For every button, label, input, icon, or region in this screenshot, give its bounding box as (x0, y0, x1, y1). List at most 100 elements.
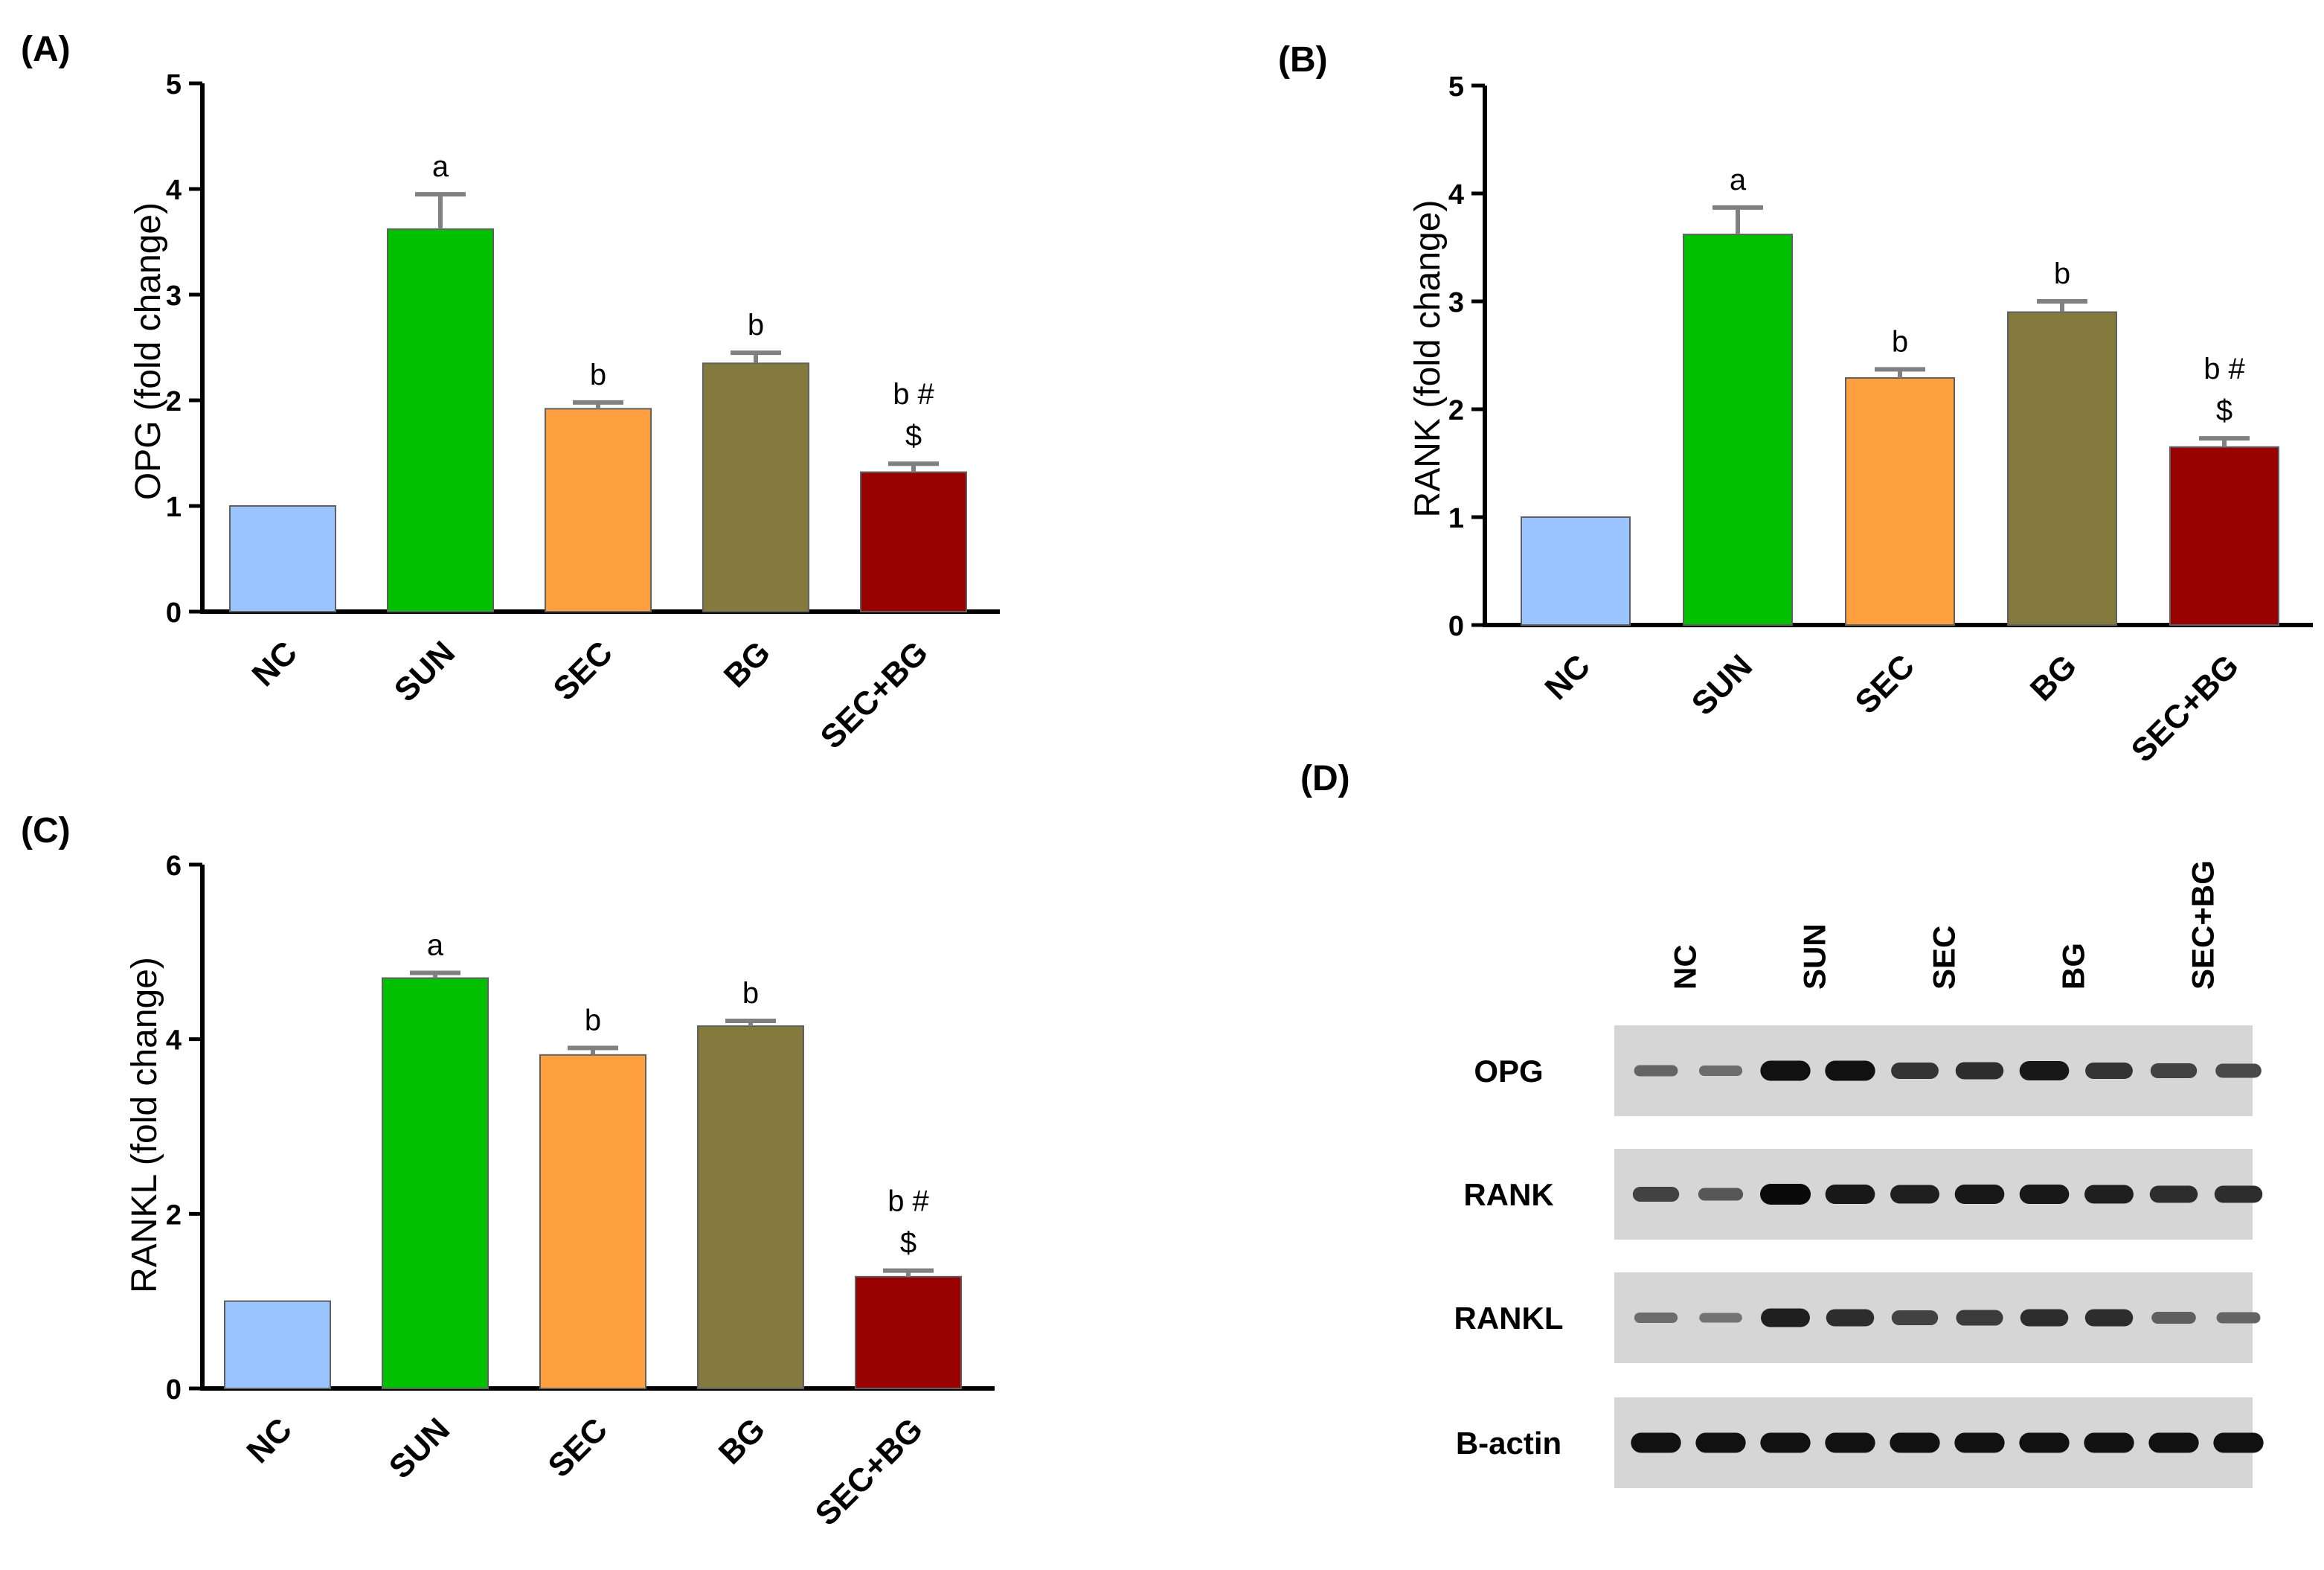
panel-b-category-label: SEC+BG (2125, 647, 2246, 769)
panel-c-annotation: $ (900, 1227, 917, 1260)
blot-row-label: OPG (1474, 1054, 1543, 1089)
blot-row-rankl: RANKL (1454, 1272, 2261, 1363)
blot-band (2150, 1063, 2198, 1078)
panel-c-category-label: SEC (541, 1411, 614, 1484)
blot-band (1825, 1185, 1875, 1204)
panel-b-annotation: b (2054, 257, 2070, 290)
blot-band (1760, 1432, 1811, 1453)
blot-row-label: RANK (1463, 1177, 1553, 1212)
panel-a-y-tick-label: 5 (166, 69, 182, 100)
panel-a-y-tick-label: 2 (166, 386, 182, 417)
blot-band (2148, 1432, 2199, 1453)
panel-c-category-label: SEC+BG (809, 1411, 930, 1532)
blot-band (1695, 1432, 1746, 1453)
panel-b-y-tick-label: 3 (1448, 287, 1464, 318)
blot-band (2214, 1185, 2263, 1203)
panel-a-category-label: SUN (388, 634, 462, 708)
panel-d-label: (D) (1300, 759, 1350, 798)
panel-a-annotation: $ (905, 420, 922, 452)
panel-c-annotation: b (742, 977, 759, 1010)
panel-b-y-tick-label: 4 (1448, 179, 1464, 211)
blot-band (2215, 1063, 2262, 1078)
blot-band (2216, 1312, 2261, 1324)
panel-b-bar-sun (1683, 234, 1793, 627)
blot-band (1825, 1060, 1875, 1081)
panel-c-bar-sun (382, 977, 489, 1389)
blot-band (1634, 1313, 1678, 1323)
panel-a-category-label: NC (245, 634, 304, 693)
blot-band (1954, 1432, 2005, 1453)
panel-b-y-tick-label: 5 (1448, 71, 1464, 103)
blot-band (1956, 1310, 2003, 1326)
panel-c-label: (C) (21, 811, 71, 850)
panel-c: (C) RANKL (fold change) 0 2 4 6 NC a SUN b SEC b B… (21, 811, 995, 1533)
panel-c-category-label: BG (712, 1411, 772, 1471)
blot-band (1634, 1065, 1678, 1077)
panel-a-annotation: b (590, 359, 606, 391)
panel-a-bar-sun (387, 228, 494, 612)
blot-band (1826, 1309, 1875, 1327)
blot-band (1632, 1187, 1680, 1202)
blot-band (1760, 1060, 1811, 1081)
panel-a-annotation: b # (893, 378, 934, 411)
panel-a-category-label: SEC+BG (814, 634, 935, 755)
blot-band (2019, 1432, 2070, 1453)
panel-a-annotation: a (432, 150, 449, 183)
blot-row-opg: OPG (1474, 1025, 2262, 1116)
blot-lane-label: BG (2056, 943, 2091, 990)
panel-b-category-label: SUN (1685, 647, 1759, 722)
panel-a-y-tick-label: 4 (166, 175, 182, 206)
panel-c-y-tick-label: 2 (166, 1199, 182, 1231)
blot-band (1698, 1066, 1743, 1076)
panel-a-bar-sec (545, 408, 652, 612)
panel-c-category-label: NC (240, 1411, 299, 1470)
blot-band (2213, 1432, 2264, 1453)
panel-c-y-tick-label: 0 (166, 1374, 182, 1406)
panel-b-bar-bg (2007, 311, 2117, 626)
blot-lane-label: SEC (1927, 926, 1962, 990)
panel-c-annotation: b (585, 1004, 601, 1036)
panel-a-y-tick-label: 0 (166, 597, 182, 629)
panel-b-annotation: b (1892, 325, 1908, 358)
blot-band (2020, 1309, 2069, 1327)
panel-b-label: (B) (1278, 40, 1328, 80)
panel-b-category-label: NC (1538, 647, 1597, 707)
blot-row-label: B-actin (1456, 1426, 1561, 1461)
panel-c-bar-bg (697, 1025, 804, 1389)
blot-band (1890, 1432, 1940, 1453)
panel-a-bar-sec-bg (860, 471, 967, 612)
blot-band (1891, 1310, 1939, 1325)
blot-band (1699, 1313, 1742, 1323)
panel-c-y-axis-title: RANKL (fold change) (125, 957, 164, 1293)
panel-a-plot: 0 1 2 3 4 5 NC a SUN b SEC b BG b # $ SEC+BG (166, 69, 1000, 756)
blot-band (2019, 1185, 2070, 1204)
blot-lane-label: SUN (1797, 923, 1832, 990)
blot-lane-label: NC (1668, 944, 1703, 990)
blot-band (2019, 1061, 2070, 1080)
panel-c-plot: 0 2 4 6 NC a SUN b SEC b BG b # $ SEC+BG (166, 850, 995, 1533)
blot-band (1631, 1432, 1681, 1453)
panel-b-y-tick-label: 2 (1448, 395, 1464, 426)
blot-band (2149, 1185, 2198, 1203)
panel-b-bar-nc (1521, 516, 1631, 626)
panel-b-plot: 0 1 2 3 4 5 NC a SUN b SEC b BG b # $ SEC+BG (1448, 71, 2313, 769)
panel-b-y-tick-label: 0 (1448, 611, 1464, 642)
panel-a-category-label: SEC (546, 634, 620, 708)
panel-b-bar-sec (1845, 377, 1955, 626)
panel-a-annotation: b (748, 309, 764, 342)
panel-c-bar-sec-bg (855, 1275, 962, 1390)
panel-a-bar-bg (702, 362, 809, 612)
panel-b-annotation: b # (2203, 353, 2245, 385)
blot-band (2085, 1063, 2133, 1079)
panel-d: (D) NC SUN SEC BG SEC+BG OPG RANK RANKL B-actin (1300, 759, 2264, 1488)
blot-band (1761, 1308, 1810, 1327)
panel-a-bar-nc (229, 505, 336, 612)
blot-band (1698, 1188, 1744, 1201)
panel-c-annotation: b # (887, 1185, 929, 1218)
blot-band (2084, 1309, 2134, 1327)
blot-band (1825, 1432, 1875, 1453)
blot-lane-label: SEC+BG (2186, 860, 2221, 990)
panel-a-y-tick-label: 3 (166, 281, 182, 312)
blot-band (1760, 1184, 1811, 1205)
